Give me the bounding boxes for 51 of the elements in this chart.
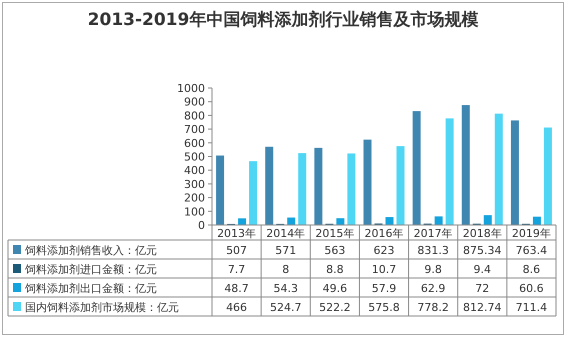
data-label: 48.7 — [224, 282, 249, 295]
data-label: 524.7 — [270, 301, 302, 314]
data-label: 466 — [226, 301, 248, 314]
data-label: 60.6 — [519, 282, 544, 295]
y-tick-label: 200 — [184, 192, 205, 205]
data-label: 575.8 — [368, 301, 400, 314]
data-label: 711.4 — [516, 301, 548, 314]
data-label: 831.3 — [417, 244, 449, 257]
data-label: 778.2 — [417, 301, 449, 314]
data-label: 812.74 — [463, 301, 502, 314]
legend-label: 饲料添加剂进口金额：亿元 — [24, 263, 157, 276]
y-tick-label: 1000 — [177, 82, 205, 95]
x-tick-label: 2016年 — [364, 227, 404, 240]
y-tick-label: 600 — [184, 136, 205, 150]
data-label: 10.7 — [372, 263, 396, 276]
y-tick-label: 800 — [184, 109, 205, 122]
x-tick-label: 2014年 — [266, 227, 306, 240]
legend-label: 饲料添加剂销售收入：亿元 — [24, 244, 157, 257]
data-label: 62.9 — [420, 282, 446, 295]
legend-label: 国内饲料添加剂市场规模：亿元 — [25, 301, 179, 314]
data-label: 57.9 — [372, 282, 396, 295]
x-tick-label: 2013年 — [217, 227, 256, 240]
x-tick-label: 2017年 — [414, 227, 453, 240]
data-label: 9.8 — [424, 263, 442, 276]
y-tick-label: 900 — [184, 96, 205, 109]
data-label: 623 — [374, 244, 394, 257]
data-label: 72 — [475, 282, 490, 295]
x-tick-label: 2018年 — [462, 227, 502, 240]
chart-title: 2013-2019年中国饲料添加剂行业销售及市场规模 — [86, 9, 480, 32]
x-tick-label: 2019年 — [512, 227, 551, 240]
data-label: 54.3 — [273, 282, 298, 295]
y-tick-label: 300 — [184, 178, 205, 191]
data-label: 507 — [226, 244, 248, 257]
y-tick-label: 400 — [184, 164, 205, 178]
data-label: 49.6 — [322, 282, 348, 295]
data-label: 9.4 — [474, 263, 492, 276]
data-label: 563 — [324, 244, 346, 257]
y-tick-label: 700 — [184, 123, 205, 136]
x-tick-label: 2015年 — [315, 227, 354, 240]
data-label: 8 — [282, 263, 290, 276]
data-label: 571 — [275, 244, 296, 257]
y-tick-label: 0 — [198, 219, 205, 232]
y-tick-label: 100 — [184, 205, 205, 218]
data-label: 875.34 — [463, 244, 502, 257]
data-label: 8.6 — [522, 263, 540, 276]
data-label: 763.4 — [516, 244, 548, 257]
legend-label: 饲料添加剂出口金额：亿元 — [24, 282, 157, 295]
data-label: 522.2 — [319, 301, 351, 314]
data-label: 8.8 — [326, 263, 344, 276]
y-tick-label: 500 — [184, 150, 205, 164]
data-label: 7.7 — [228, 263, 246, 276]
